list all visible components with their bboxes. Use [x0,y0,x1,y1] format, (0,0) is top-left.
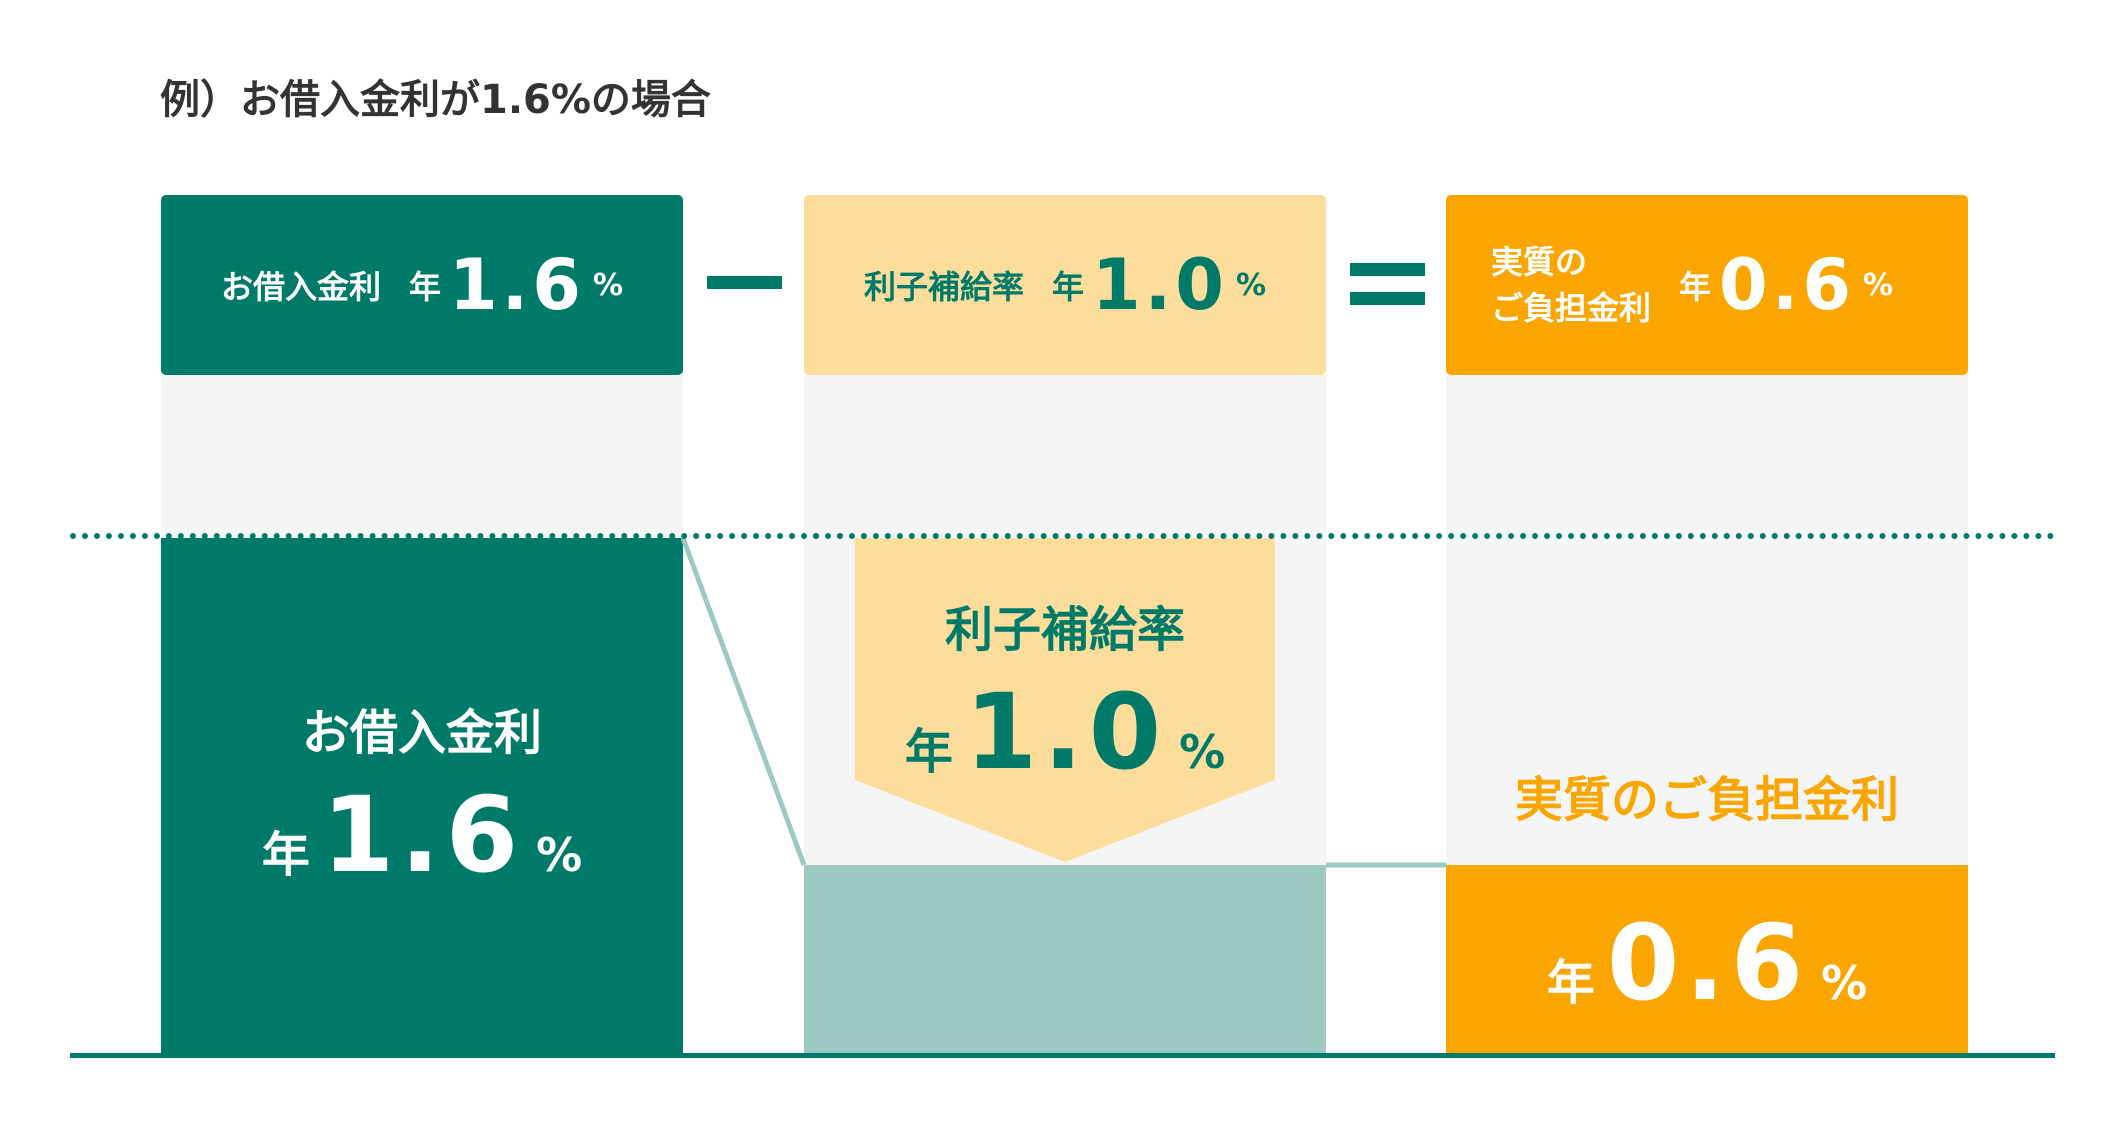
effective-rate-header-label: 実質の ご負担金利 [1491,239,1651,331]
loan-rate-header-value: 1.6 [448,244,585,326]
loan-rate-bar-label: お借入金利 [301,704,542,761]
loan-rate-bar-value-row: 年 1.6 % [262,774,582,896]
loan-rate-header-percent: % [592,267,624,303]
subsidy-rate-header-value: 1.0 [1091,244,1228,326]
loan-rate-bar: お借入金利 年 1.6 % [161,538,683,1055]
subsidy-rate-header: 利子補給率 年 1.0 % [804,195,1326,375]
effective-rate-label: 実質のご負担金利 [1514,772,1899,828]
chart-baseline [70,1053,2055,1058]
loan-to-subsidy-connector [680,537,807,866]
subsidy-arrow-value-row: 年 1.0 % [905,671,1225,793]
loan-rate-header: お借入金利 年 1.6 % [161,195,683,375]
effective-rate-bar: 年 0.6 % [1446,865,1968,1055]
subsidy-rate-header-percent: % [1235,267,1267,303]
subsidy-rate-bar [804,865,1326,1055]
effective-rate-bar-unit: 年 [1546,955,1595,1011]
effective-rate-bar-percent: % [1821,956,1868,1010]
effective-rate-header-label-line1: 実質の [1491,243,1588,281]
subsidy-down-arrow [855,538,1275,862]
effective-rate-header-unit: 年 [1679,268,1712,306]
equals-sign-top [1350,263,1425,276]
effective-rate-bar-value: 0.6 [1606,902,1810,1024]
loan-rate-header-unit: 年 [408,268,441,306]
loan-rate-bar-value: 1.6 [321,773,525,896]
page-title: 例）お借入金利が1.6%の場合 [160,77,711,123]
original-rate-dotted-line [70,533,2055,539]
effective-rate-header-percent: % [1863,267,1894,303]
subsidy-rate-header-unit: 年 [1051,268,1084,306]
effective-rate-header-label-line2: ご負担金利 [1491,289,1652,327]
equals-sign-bottom [1350,292,1425,305]
effective-rate-header-value: 0.6 [1719,244,1856,326]
subsidy-rate-header-label: 利子補給率 [863,268,1024,306]
minus-sign [707,276,782,289]
loan-rate-bar-unit: 年 [261,826,310,883]
subsidy-arrow-percent: % [1179,725,1226,779]
subsidy-arrow-label: 利子補給率 [944,602,1185,658]
subsidy-arrow-value: 1.0 [964,671,1168,793]
effective-rate-header: 実質の ご負担金利 年 0.6 % [1446,195,1968,375]
subsidy-arrow-content: 利子補給率 年 1.0 % [855,595,1275,793]
effective-rate-bar-value-row: 年 0.6 % [1547,902,1867,1024]
loan-rate-bar-percent: % [536,827,583,882]
loan-rate-header-label: お借入金利 [220,268,381,306]
subsidy-arrow-unit: 年 [904,724,953,780]
